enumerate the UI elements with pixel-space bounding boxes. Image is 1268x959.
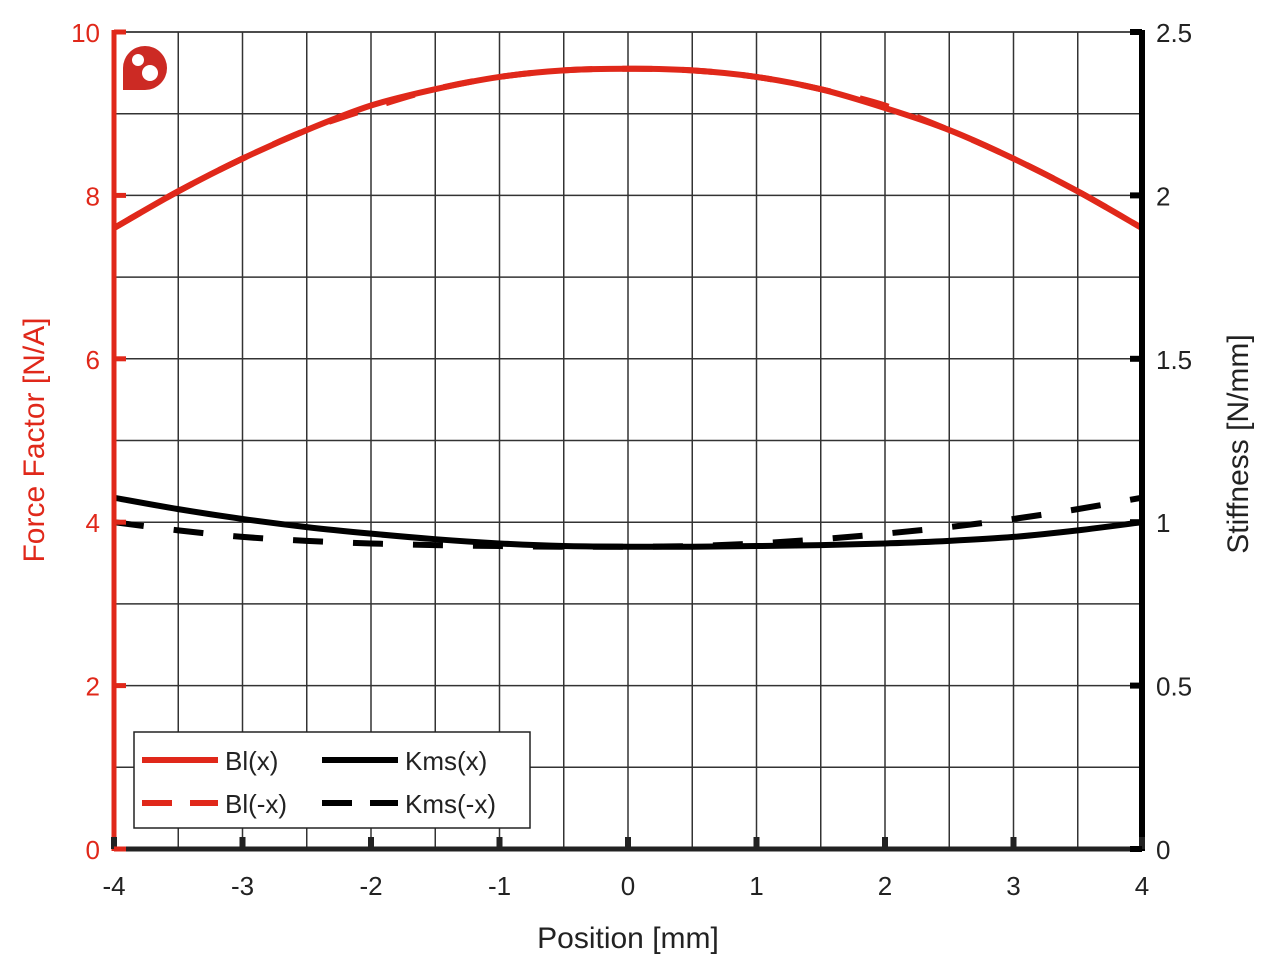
y-left-tick-label: 4 [86,508,100,538]
legend-label-bl-neg: Bl(-x) [225,789,287,819]
y-right-tick-label: 1 [1156,508,1170,538]
y-right-tick-label: 1.5 [1156,345,1192,375]
y-left-tick-label: 8 [86,181,100,211]
legend-label-kms: Kms(x) [405,746,487,776]
brand-logo-icon [123,45,168,91]
x-tick-label: 3 [1006,871,1020,901]
y-axis-left-title: Force Factor [N/A] [18,317,51,562]
x-tick-label: 2 [878,871,892,901]
y-right-tick-label: 2 [1156,181,1170,211]
y-right-tick-label: 0 [1156,835,1170,865]
grid-lines [113,31,1143,850]
x-tick-label: -1 [488,871,511,901]
x-tick-label: 0 [621,871,635,901]
y-axis-right-title: Stiffness [N/mm] [1222,334,1255,554]
y-left-tick-label: 2 [86,672,100,702]
series-line [113,494,1143,550]
legend-label-kms-neg: Kms(-x) [405,789,496,819]
x-tick-label: -3 [231,871,254,901]
y-left-tick-label: 10 [71,18,100,48]
legend: Bl(x) Kms(x) Bl(-x) Kms(-x) [133,731,531,829]
data-series [112,65,1144,550]
series-line [113,494,1143,550]
x-tick-label: 1 [749,871,763,901]
x-axis-title: Position [mm] [537,922,719,955]
x-tick-label: 4 [1135,871,1149,901]
y-right-tick-label: 0.5 [1156,672,1192,702]
legend-label-bl: Bl(x) [225,746,278,776]
series-line [112,65,1144,231]
x-tick-label: -2 [359,871,382,901]
y-right-tick-label: 2.5 [1156,18,1192,48]
x-tick-label: -4 [102,871,125,901]
y-left-tick-label: 0 [86,835,100,865]
y-left-tick-label: 6 [86,345,100,375]
